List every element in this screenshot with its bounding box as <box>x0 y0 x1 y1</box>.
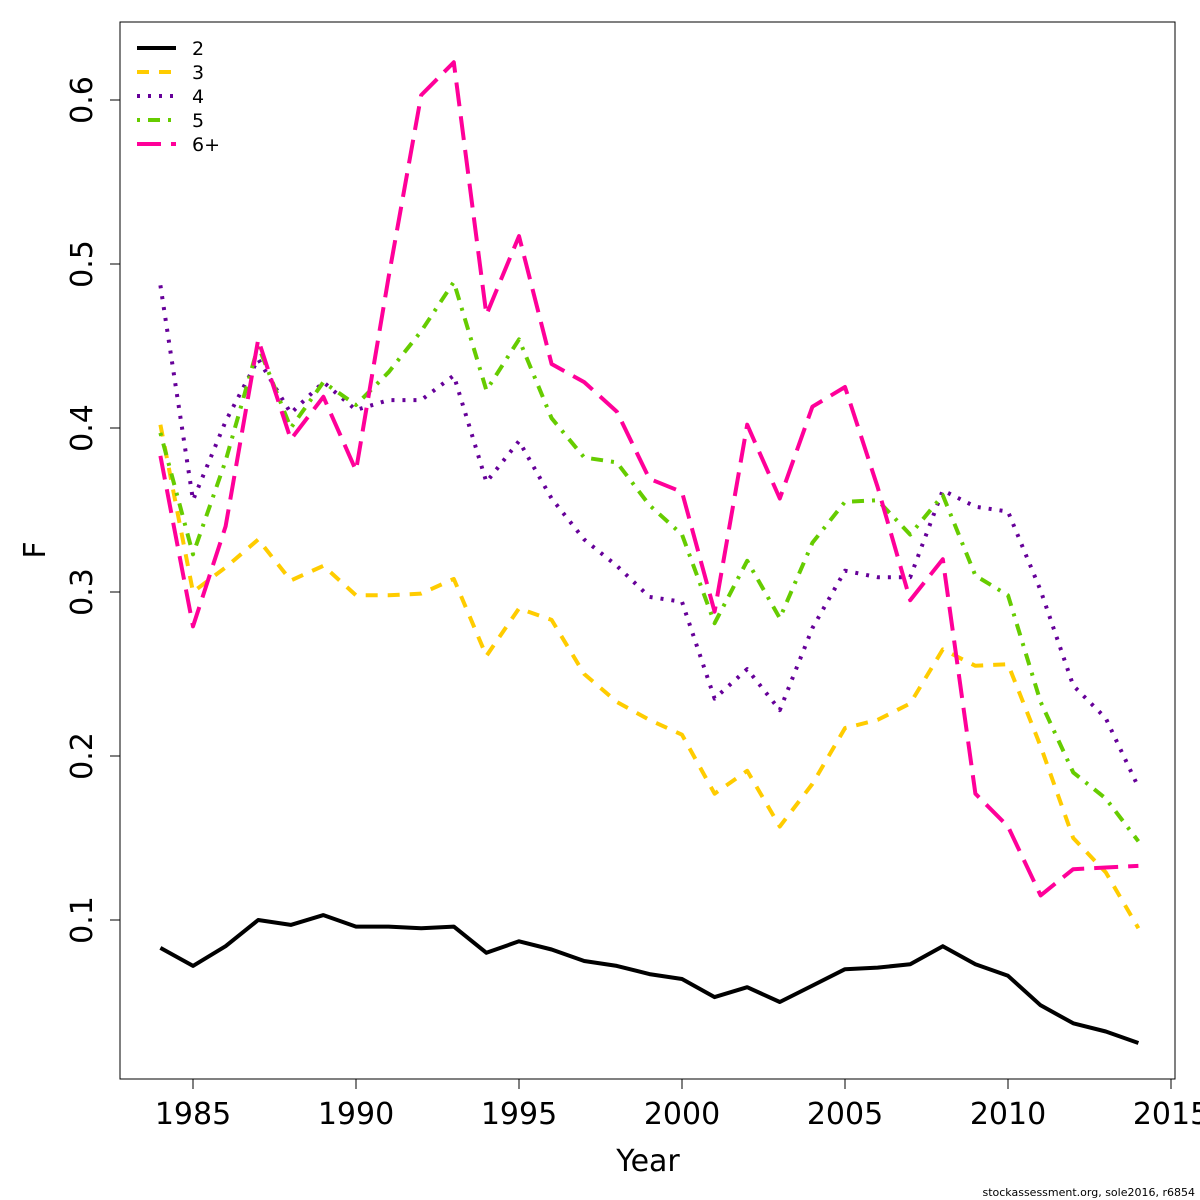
y-tick-label: 0.3 <box>65 568 100 616</box>
series-line-5 <box>158 280 1140 843</box>
y-tick-label: 0.4 <box>65 404 100 452</box>
x-tick-label: 1990 <box>318 1097 394 1132</box>
legend-label: 3 <box>192 62 204 84</box>
series-line-6plus <box>158 60 1139 898</box>
x-tick-label: 1985 <box>155 1097 231 1132</box>
series-layer <box>158 60 1141 1045</box>
series-line-3 <box>158 424 1141 930</box>
x-tick-label: 1995 <box>481 1097 557 1132</box>
y-axis: 0.1 0.2 0.3 0.4 0.5 0.6 <box>65 76 121 944</box>
x-tick-label: 2015 <box>1133 1097 1200 1132</box>
footer-credit: stockassessment.org, sole2016, r6854 <box>982 1186 1195 1199</box>
plot-frame <box>119 21 1176 1080</box>
y-tick-label: 0.5 <box>65 240 100 288</box>
legend-label: 5 <box>192 110 204 132</box>
y-axis-title: F <box>18 541 53 558</box>
y-tick-label: 0.2 <box>65 732 100 780</box>
y-tick-label: 0.1 <box>65 896 100 944</box>
legend-label: 2 <box>192 38 204 60</box>
x-axis-title: Year <box>615 1144 680 1179</box>
legend-label: 4 <box>192 86 204 108</box>
series-line-2 <box>159 913 1140 1045</box>
series-line-4 <box>158 285 1141 789</box>
legend-label: 6+ <box>192 134 220 156</box>
x-tick-label: 2005 <box>807 1097 883 1132</box>
x-tick-label: 2010 <box>970 1097 1046 1132</box>
y-tick-label: 0.6 <box>65 76 100 124</box>
x-axis: 1985 1990 1995 2000 2005 2010 2015 <box>155 1078 1200 1132</box>
x-tick-label: 2000 <box>644 1097 720 1132</box>
